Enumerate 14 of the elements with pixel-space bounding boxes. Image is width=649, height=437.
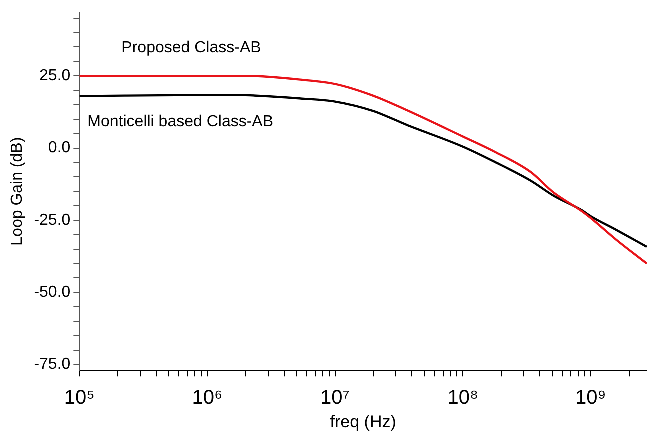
x-tick-label: 10⁹ [575,387,606,410]
series-label: Proposed Class-AB [122,40,262,57]
y-tick-label: -75.0 [34,356,71,374]
x-axis-title: freq (Hz) [330,412,396,432]
y-axis-title: Loop Gain (dB) [9,137,26,246]
y-tick-label: 25.0 [40,68,71,85]
x-tick-label: 10⁷ [320,387,350,410]
x-tick-label: 10⁵ [64,387,95,410]
x-tick-label: 10⁶ [192,387,223,410]
x-tick-label: 10⁸ [448,387,478,410]
y-tick-label: 0.0 [48,140,71,157]
y-tick-label: -50.0 [34,284,71,302]
y-tick-label: -25.0 [34,212,71,229]
series-label: Monticelli based Class-AB [88,114,274,131]
